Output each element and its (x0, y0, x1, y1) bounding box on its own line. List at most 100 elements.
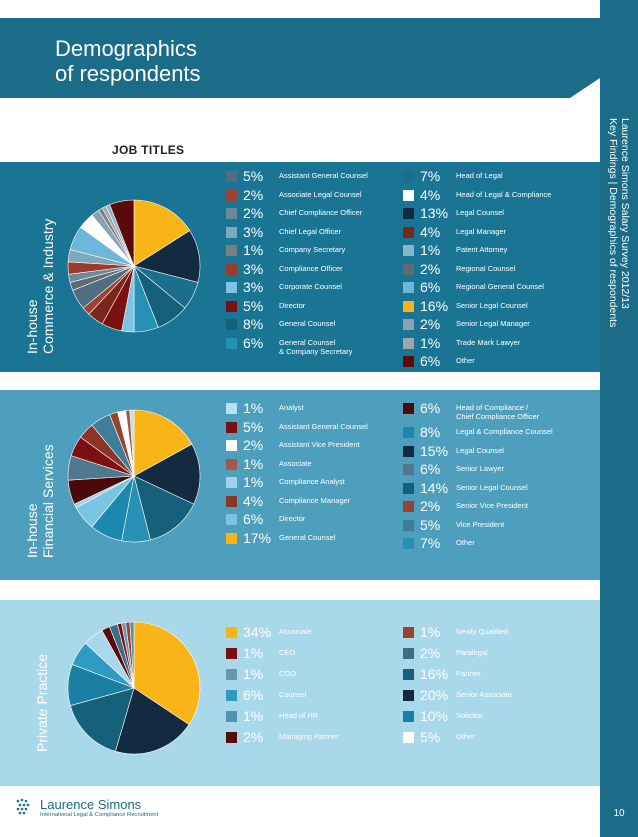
legend-label: Head of HR (279, 711, 319, 720)
legend-percent: 2% (420, 498, 441, 514)
legend-item: 7% Head of Legal (403, 168, 566, 187)
legend-label: Counsel (279, 690, 307, 699)
legend-percent: 2% (420, 645, 441, 661)
legend-swatch (226, 403, 237, 414)
pie-slice-analyst (129, 409, 135, 477)
legend-swatch (226, 337, 237, 349)
legend-label: Partner (456, 669, 481, 678)
legend-swatch (226, 711, 237, 722)
legend-swatch (226, 263, 237, 275)
legend-swatch (403, 445, 414, 457)
legend-percent: 5% (420, 516, 441, 533)
section-private-practice: Private Practice 34% Associate 1% CEO 1% COO 6… (0, 600, 600, 786)
legend-swatch (226, 226, 237, 238)
section-header-row (0, 134, 600, 162)
legend-percent: 1% (243, 666, 264, 682)
legend-item: 6% Other (403, 353, 566, 372)
legend-label: Associate (279, 627, 312, 636)
legend-label: Chief Compliance Officer (279, 208, 363, 217)
legend-label: Head of Compliance / Chief Compliance Of… (456, 403, 540, 421)
legend-item: 1% Company Secretary (226, 242, 389, 261)
legend-swatch (226, 319, 237, 330)
page-title-line2: of respondents (55, 61, 201, 86)
section-separator (0, 580, 600, 600)
legend-label: General Counsel (279, 319, 336, 328)
legend-label: Senior Legal Manager (456, 319, 530, 328)
legend-item: 5% Director (226, 298, 389, 317)
pie-slice-senior-legal-counsel (133, 199, 191, 267)
legend-percent: 2% (420, 316, 441, 332)
legend-label: General Counsel & Company Secretary (279, 337, 353, 356)
legend-item: 8% Legal & Compliance Counsel (403, 424, 566, 443)
legend-item: 3% Compliance Officer (226, 261, 389, 280)
legend-swatch (403, 245, 414, 256)
legend-percent: 16% (420, 297, 449, 314)
legend-item: 5% Assistant General Counsel (226, 168, 389, 187)
legend-label: Compliance Manager (279, 495, 351, 505)
legend-label: Compliance Analyst (279, 477, 345, 486)
legend-item: 10% Solicitor (403, 708, 566, 729)
vertical-caption-line1: Laurence Simons Salary Survey 2012/13 (619, 118, 631, 309)
legend-label: Associate (279, 458, 312, 468)
legend-label: Legal Counsel (456, 208, 504, 217)
legend-swatch (226, 648, 237, 659)
legend-item: 6% General Counsel & Company Secretary (226, 335, 389, 359)
legend-item: 16% Partner (403, 666, 566, 687)
section-financial-services: In-house Financial Services 1% Analyst 5% A… (0, 390, 600, 580)
legend-label: Director (279, 514, 306, 523)
legend-swatch (403, 226, 414, 238)
legend-label: Chief Legal Officer (279, 226, 341, 236)
legend-swatch (403, 319, 414, 330)
pie-chart-financial (67, 409, 201, 543)
legend-percent: 8% (243, 316, 264, 332)
legend-label: Newly Qualified (456, 627, 509, 636)
legend-percent: 15% (420, 442, 449, 459)
legend-label: Regional General Counsel (456, 282, 544, 291)
legend-percent: 5% (243, 168, 264, 184)
legend-swatch (226, 732, 237, 743)
section-label-line2: Commerce & Industry (40, 218, 56, 354)
section-header: JOB TITLES (112, 143, 185, 157)
legend-left-financial: 1% Analyst 5% Assistant General Counsel 2% As… (226, 400, 389, 548)
legend-label: Legal Counsel (456, 445, 504, 455)
legend-percent: 6% (420, 461, 441, 477)
legend-percent: 4% (420, 186, 441, 203)
legend-swatch (403, 403, 414, 414)
legend-percent: 1% (243, 645, 264, 661)
legend-label: Compliance Officer (279, 263, 343, 273)
legend-item: 1% Patent Attorney (403, 242, 566, 261)
pie-chart-private (67, 621, 201, 755)
legend-percent: 1% (243, 474, 264, 490)
legend-swatch (403, 356, 414, 367)
legend-swatch (403, 263, 414, 275)
legend-swatch (403, 427, 414, 438)
legend-item: 1% Trade Mark Lawyer (403, 335, 566, 354)
legend-swatch (403, 690, 414, 701)
legend-percent: 6% (420, 400, 441, 416)
legend-item: 15% Legal Counsel (403, 443, 566, 462)
legend-swatch (226, 627, 237, 638)
legend-label: Associate Legal Counsel (279, 189, 362, 199)
legend-swatch (403, 282, 414, 293)
pie-slice-general-counsel (133, 409, 193, 477)
legend-item: 16% Senior Legal Counsel (403, 298, 566, 317)
legend-percent: 6% (420, 279, 441, 295)
legend-percent: 6% (243, 687, 264, 703)
pie-slice-other (109, 199, 135, 267)
legend-swatch (226, 690, 237, 701)
legend-label: Legal & Compliance Counsel (456, 427, 553, 436)
legend-percent: 2% (243, 186, 264, 203)
legend-label: Patent Attorney (456, 245, 508, 254)
legend-item: 4% Compliance Manager (226, 493, 389, 512)
legend-label: Vice President (456, 519, 505, 529)
legend-right-private: 1% Newly Qualified 2% Paralegal 16% Partner 20… (403, 624, 566, 750)
legend-item: 34% Associate (226, 624, 389, 645)
legend-percent: 1% (243, 708, 264, 724)
legend-item: 6% Head of Compliance / Chief Compliance … (403, 400, 566, 424)
legend-swatch (403, 501, 414, 512)
legend-percent: 1% (420, 624, 441, 640)
legend-percent: 6% (420, 353, 441, 369)
legend-item: 2% Associate Legal Counsel (226, 187, 389, 206)
legend-label: Head of Legal & Compliance (456, 189, 552, 199)
legend-swatch (226, 208, 237, 219)
